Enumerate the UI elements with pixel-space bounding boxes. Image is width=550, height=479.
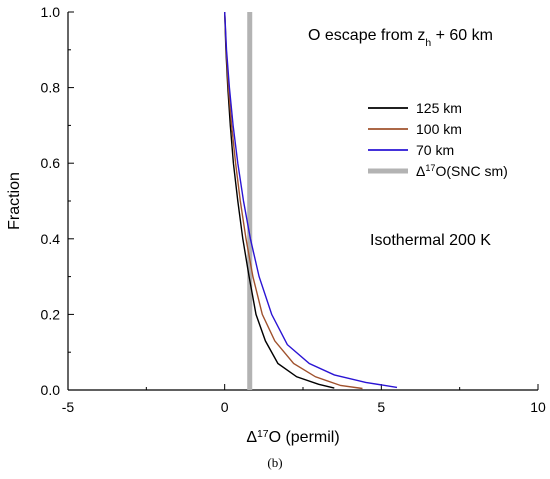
- x-tick-label: 0: [221, 399, 229, 415]
- y-tick-label: 0.8: [41, 80, 61, 96]
- x-tick-label: 5: [377, 399, 385, 415]
- x-tick-label: 10: [530, 399, 546, 415]
- annotation-escape: O escape from zh + 60 km: [308, 27, 493, 49]
- legend-label: 100 km: [416, 121, 462, 137]
- legend-label: 125 km: [416, 100, 462, 116]
- y-tick-label: 0.0: [41, 382, 61, 398]
- y-tick-label: 0.4: [41, 231, 61, 247]
- legend-label: 70 km: [416, 142, 454, 158]
- series-line-70-km: [224, 11, 398, 389]
- figure-caption: (b): [267, 455, 283, 470]
- y-tick-label: 0.6: [41, 155, 61, 171]
- series-line-125-km: [224, 11, 335, 389]
- annotation-isothermal: Isothermal 200 K: [370, 232, 491, 249]
- x-axis-label: Δ17O (permil): [246, 429, 339, 447]
- y-axis-label: Fraction: [6, 172, 23, 230]
- series-line-100-km: [224, 11, 363, 390]
- y-tick-label: 1.0: [41, 4, 61, 20]
- legend-label-reference: Δ17O(SNC sm): [416, 163, 508, 179]
- x-tick-label: -5: [62, 399, 75, 415]
- y-tick-label: 0.2: [41, 306, 61, 322]
